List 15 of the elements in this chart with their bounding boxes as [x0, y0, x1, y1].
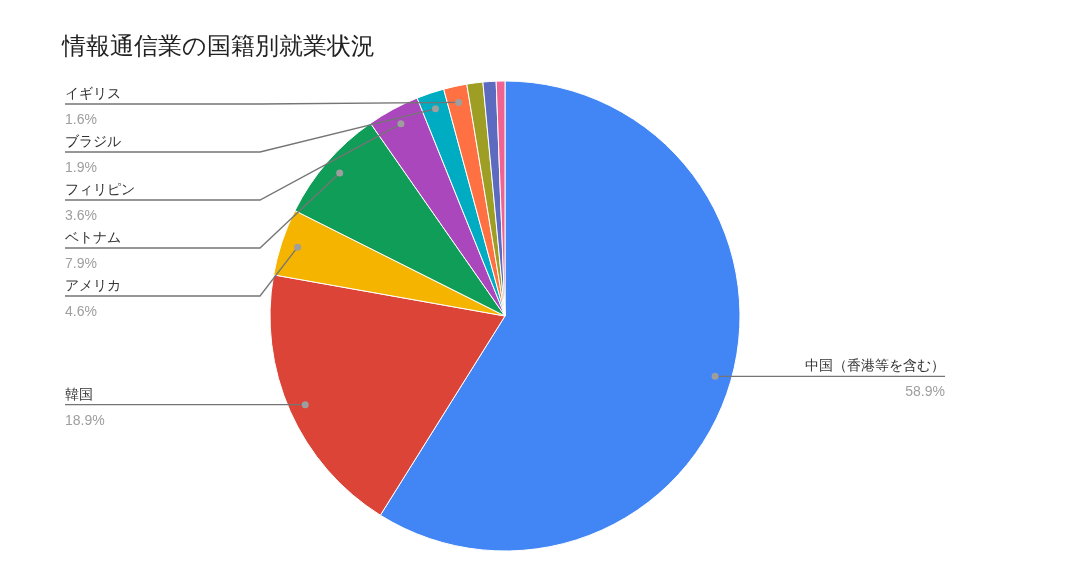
data-label: 18.9%: [65, 411, 105, 428]
chart-title: 情報通信業の国籍別就業状況: [61, 32, 375, 59]
slice-label: 韓国: [65, 385, 93, 402]
data-label: 4.6%: [65, 303, 97, 319]
data-label: 7.9%: [65, 255, 97, 271]
slice-label: ベトナム: [65, 229, 121, 245]
data-label: 58.9%: [905, 383, 945, 400]
slice-label: 中国（香港等を含む）: [805, 357, 945, 374]
slice-label: アメリカ: [65, 277, 121, 293]
data-label: 1.9%: [65, 159, 97, 175]
data-label: 3.6%: [65, 207, 97, 223]
slice-label: イギリス: [65, 85, 121, 101]
slice-label: フィリピン: [65, 181, 135, 197]
slice-label: ブラジル: [65, 133, 121, 149]
data-label: 1.6%: [65, 111, 97, 127]
